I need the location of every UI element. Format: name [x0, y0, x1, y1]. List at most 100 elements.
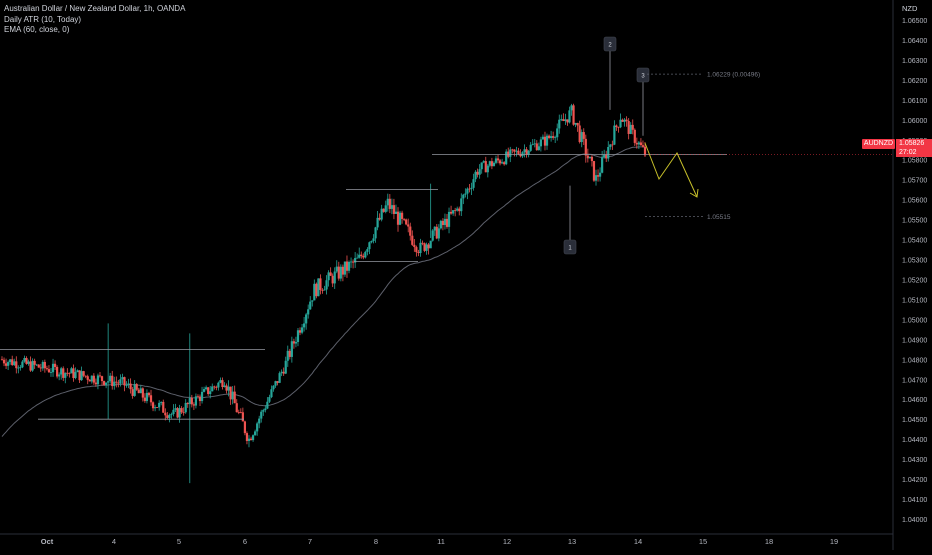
candle-body	[537, 146, 540, 151]
candle-body	[294, 342, 298, 344]
candle-body	[354, 258, 357, 263]
candle-body	[368, 242, 371, 250]
candle-body	[21, 361, 24, 368]
candle-body	[270, 389, 273, 398]
candle-body	[629, 124, 632, 134]
price-tick-label: 1.06100	[902, 98, 927, 105]
time-tick-label: 13	[568, 537, 576, 546]
candle-body	[443, 218, 447, 225]
candle-body	[0, 359, 4, 361]
price-tick-label: 1.05600	[902, 198, 927, 205]
candle-body	[51, 363, 55, 373]
candle-body	[570, 105, 573, 111]
wave-1-marker	[563, 239, 577, 255]
ema-indicator-label[interactable]: EMA (60, close, 0)	[4, 25, 70, 34]
candle-body	[366, 249, 369, 252]
drawings[interactable]: 1 2 3 1.06229 (0.00496) 1.05515	[0, 36, 893, 420]
candle-body	[15, 361, 18, 369]
candle-body	[311, 300, 314, 302]
chart-legend: Australian Dollar / New Zealand Dollar, …	[4, 4, 185, 36]
candle-body	[49, 372, 53, 373]
candle-body	[505, 151, 508, 165]
candle-body	[58, 374, 61, 377]
price-axis[interactable]: 1.06500 1.06400 1.06300 1.06200 1.06100 1.060…	[892, 0, 927, 550]
candle-body	[178, 408, 181, 418]
candle-body	[143, 397, 146, 402]
candle-body	[490, 161, 494, 167]
candle-body	[413, 244, 416, 248]
candle-body	[35, 364, 38, 366]
symbol-title[interactable]: Australian Dollar / New Zealand Dollar, …	[4, 4, 186, 13]
candle-body	[341, 266, 344, 275]
candle-body	[76, 370, 79, 373]
candle-body	[70, 368, 73, 374]
candle-body	[478, 169, 481, 175]
candle-body	[260, 411, 263, 419]
candle-body	[296, 330, 300, 343]
candle-body	[466, 188, 469, 194]
time-axis[interactable]: Oct 4 5 6 7 8 11 12 13 14 15 18 19	[0, 533, 893, 546]
candle-body	[335, 266, 338, 272]
candle-body	[603, 154, 606, 158]
candle-body	[468, 188, 471, 190]
candle-body	[337, 266, 340, 279]
candle-body	[31, 360, 34, 371]
candle-body	[472, 179, 475, 188]
candle-body	[533, 143, 536, 145]
candle-body	[425, 244, 428, 251]
candle-body	[564, 119, 567, 121]
candle-body	[37, 364, 40, 368]
candle-body	[358, 254, 361, 258]
time-tick-label: 18	[765, 537, 773, 546]
candle-body	[474, 171, 477, 180]
candle-body	[488, 161, 491, 166]
candle-body	[98, 375, 102, 377]
candle-body	[282, 371, 285, 374]
candle-body	[202, 389, 206, 392]
candle-body	[249, 438, 253, 441]
target-high-label: 1.06229 (0.00496)	[707, 72, 760, 79]
candle-body	[547, 135, 551, 139]
candle-body	[447, 211, 451, 227]
price-tick-label: 1.05700	[902, 178, 927, 185]
target-low-label: 1.05515	[707, 214, 731, 221]
time-tick-label: 19	[830, 537, 838, 546]
candle-body	[592, 161, 596, 181]
atr-indicator-label[interactable]: Daily ATR (10, Today)	[4, 14, 82, 24]
price-tick-label: 1.05400	[902, 238, 927, 245]
candle-body	[147, 392, 151, 396]
candle-body	[213, 386, 216, 388]
candle-body	[398, 212, 402, 225]
candle-body	[601, 157, 604, 173]
ema-60-line	[1, 146, 646, 437]
candle-body	[168, 414, 171, 418]
candle-body	[4, 363, 8, 366]
candle-body	[109, 375, 112, 382]
candle-body	[343, 261, 347, 275]
candle-body	[174, 408, 177, 410]
candle-body	[119, 379, 122, 384]
candle-body	[53, 363, 57, 367]
candle-body	[151, 402, 155, 409]
candle-body	[509, 149, 512, 157]
candle-body	[386, 198, 389, 206]
candle-body	[221, 380, 224, 388]
price-tick-label: 1.04300	[902, 457, 927, 464]
candle-body	[17, 367, 20, 369]
candle-body	[105, 382, 108, 385]
candle-body	[111, 375, 114, 387]
candle-body	[331, 275, 334, 284]
candle-body	[303, 323, 306, 328]
candle-body	[584, 138, 587, 156]
candle-body	[388, 198, 391, 209]
candle-body	[2, 359, 6, 364]
candle-body	[227, 386, 230, 391]
candle-body	[574, 122, 577, 125]
candle-body	[572, 105, 575, 125]
candle-body	[141, 388, 144, 398]
candle-body	[60, 368, 63, 375]
candle-body	[627, 120, 630, 134]
price-tick-label: 1.04200	[902, 477, 927, 484]
